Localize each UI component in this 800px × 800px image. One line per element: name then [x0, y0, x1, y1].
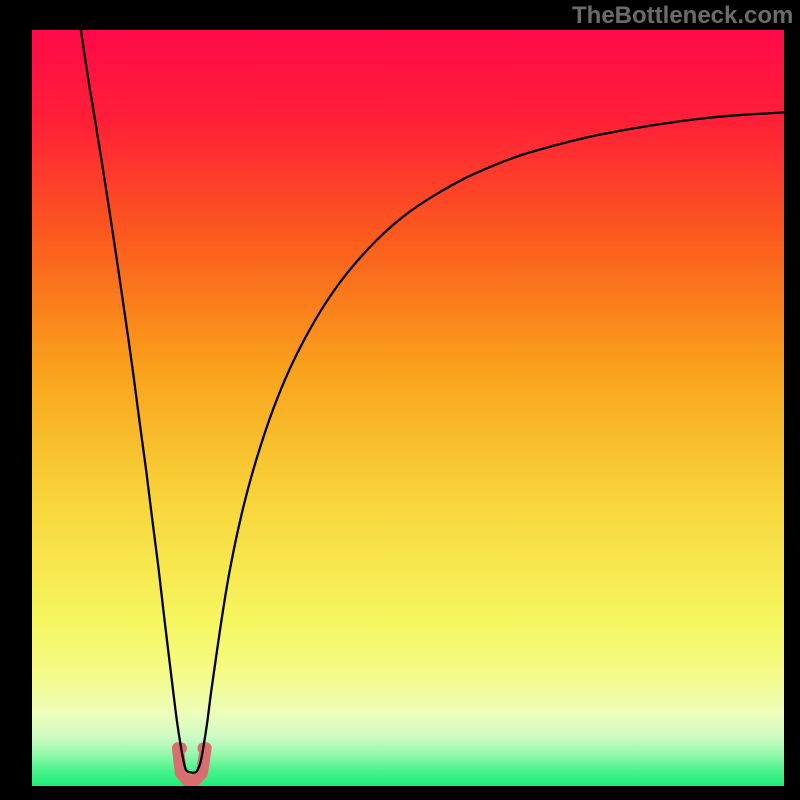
- watermark-text: TheBottleneck.com: [572, 2, 793, 30]
- plot-area: [32, 30, 784, 786]
- gradient-background: [32, 30, 784, 786]
- plot-svg: [32, 30, 784, 786]
